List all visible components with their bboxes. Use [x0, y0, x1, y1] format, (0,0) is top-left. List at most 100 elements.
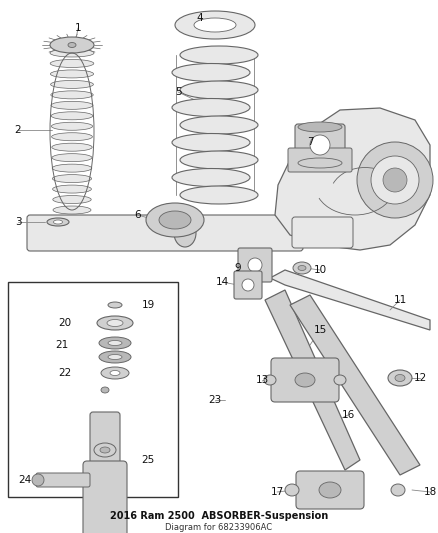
- Text: 20: 20: [58, 318, 71, 328]
- Ellipse shape: [285, 484, 299, 496]
- Ellipse shape: [180, 151, 258, 169]
- Ellipse shape: [110, 370, 120, 376]
- FancyBboxPatch shape: [83, 461, 127, 533]
- Circle shape: [248, 258, 262, 272]
- Ellipse shape: [51, 101, 93, 109]
- Polygon shape: [265, 290, 360, 470]
- Ellipse shape: [51, 112, 93, 120]
- Ellipse shape: [99, 351, 131, 363]
- Circle shape: [371, 156, 419, 204]
- FancyBboxPatch shape: [292, 217, 353, 248]
- FancyBboxPatch shape: [238, 248, 272, 282]
- FancyBboxPatch shape: [90, 412, 120, 468]
- Polygon shape: [275, 108, 430, 250]
- Ellipse shape: [50, 37, 94, 53]
- Ellipse shape: [108, 341, 122, 345]
- Ellipse shape: [298, 265, 306, 271]
- Text: 7: 7: [307, 137, 313, 147]
- Ellipse shape: [264, 375, 276, 385]
- Ellipse shape: [51, 80, 93, 88]
- Circle shape: [310, 135, 330, 155]
- Ellipse shape: [172, 63, 250, 82]
- FancyBboxPatch shape: [271, 358, 339, 402]
- Polygon shape: [270, 270, 430, 330]
- FancyBboxPatch shape: [295, 124, 345, 166]
- Text: 23: 23: [208, 395, 222, 405]
- Ellipse shape: [108, 302, 122, 308]
- Ellipse shape: [53, 220, 63, 224]
- Ellipse shape: [51, 122, 92, 130]
- Text: 11: 11: [393, 295, 406, 305]
- Ellipse shape: [52, 154, 92, 161]
- Ellipse shape: [101, 387, 109, 393]
- Ellipse shape: [51, 91, 93, 99]
- Ellipse shape: [94, 443, 116, 457]
- Ellipse shape: [100, 447, 110, 453]
- FancyBboxPatch shape: [296, 471, 364, 509]
- Ellipse shape: [50, 49, 94, 57]
- Ellipse shape: [32, 474, 44, 486]
- Ellipse shape: [388, 370, 412, 386]
- Ellipse shape: [298, 158, 342, 168]
- Text: 25: 25: [141, 455, 155, 465]
- Polygon shape: [290, 295, 420, 475]
- Circle shape: [383, 168, 407, 192]
- Ellipse shape: [175, 11, 255, 39]
- Ellipse shape: [172, 99, 250, 117]
- Ellipse shape: [194, 18, 236, 32]
- Ellipse shape: [172, 168, 250, 187]
- Ellipse shape: [395, 375, 405, 382]
- Text: 17: 17: [270, 487, 284, 497]
- FancyBboxPatch shape: [234, 271, 262, 299]
- Ellipse shape: [180, 116, 258, 134]
- Ellipse shape: [107, 319, 123, 327]
- Ellipse shape: [53, 175, 92, 183]
- Ellipse shape: [293, 262, 311, 274]
- Text: 4: 4: [197, 13, 203, 23]
- Text: 5: 5: [175, 87, 181, 97]
- Text: 1: 1: [75, 23, 81, 33]
- Text: 3: 3: [15, 217, 21, 227]
- Ellipse shape: [50, 70, 94, 78]
- Ellipse shape: [52, 133, 92, 141]
- Text: 14: 14: [215, 277, 229, 287]
- Ellipse shape: [319, 482, 341, 498]
- FancyBboxPatch shape: [27, 215, 303, 251]
- Bar: [8, 282, 178, 497]
- Ellipse shape: [50, 60, 94, 68]
- Ellipse shape: [174, 219, 196, 247]
- Ellipse shape: [298, 122, 342, 132]
- Text: 24: 24: [18, 475, 32, 485]
- Circle shape: [357, 142, 433, 218]
- FancyBboxPatch shape: [36, 473, 90, 487]
- Ellipse shape: [108, 354, 122, 359]
- Text: 16: 16: [341, 410, 355, 420]
- Text: 15: 15: [313, 325, 327, 335]
- Text: 10: 10: [314, 265, 327, 275]
- Circle shape: [242, 279, 254, 291]
- Text: 19: 19: [141, 300, 155, 310]
- Ellipse shape: [180, 81, 258, 99]
- Ellipse shape: [99, 337, 131, 349]
- Ellipse shape: [180, 186, 258, 204]
- Text: 12: 12: [413, 373, 427, 383]
- Ellipse shape: [53, 196, 91, 204]
- Ellipse shape: [53, 206, 91, 214]
- Text: Diagram for 68233906AC: Diagram for 68233906AC: [166, 522, 272, 531]
- Text: 22: 22: [58, 368, 72, 378]
- Ellipse shape: [68, 43, 76, 47]
- Ellipse shape: [97, 316, 133, 330]
- Ellipse shape: [295, 373, 315, 387]
- Ellipse shape: [47, 218, 69, 226]
- Text: 2: 2: [15, 125, 21, 135]
- Ellipse shape: [334, 375, 346, 385]
- Text: 9: 9: [235, 263, 241, 273]
- Ellipse shape: [180, 46, 258, 64]
- Ellipse shape: [52, 143, 92, 151]
- Ellipse shape: [53, 185, 92, 193]
- Text: 18: 18: [424, 487, 437, 497]
- Text: 6: 6: [135, 210, 141, 220]
- Ellipse shape: [159, 211, 191, 229]
- FancyBboxPatch shape: [288, 148, 352, 172]
- Ellipse shape: [391, 484, 405, 496]
